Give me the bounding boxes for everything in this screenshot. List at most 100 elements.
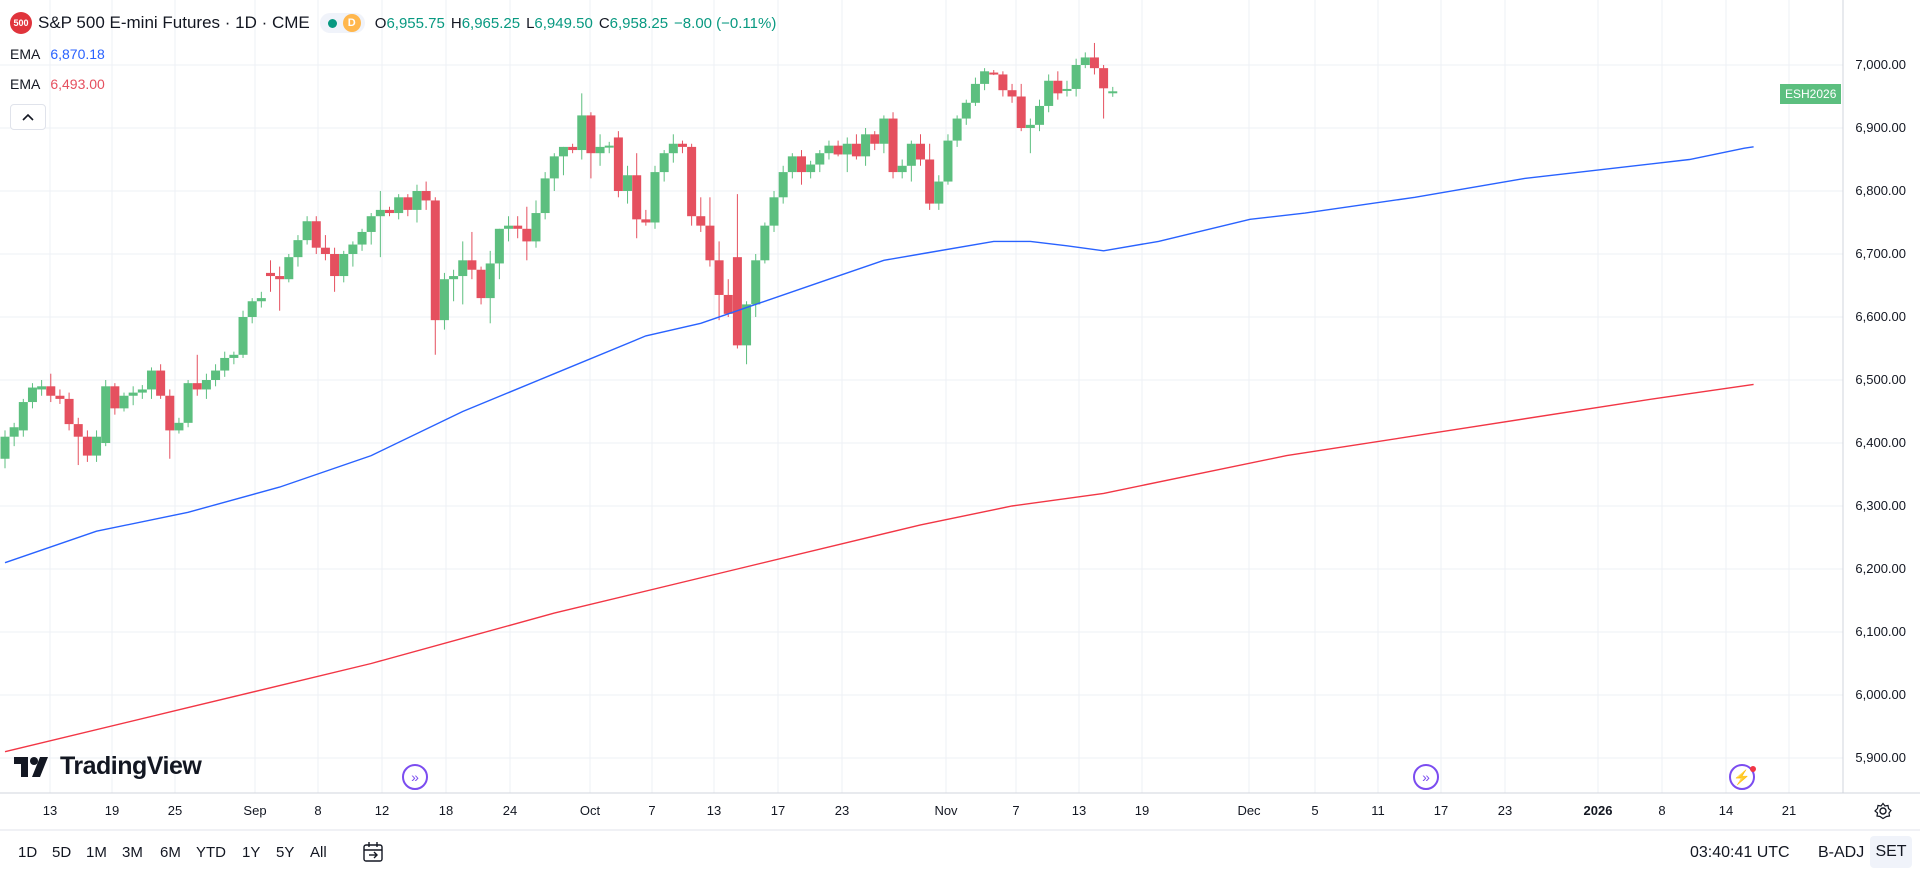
candle-body <box>760 225 770 261</box>
price-axis-label: 6,700.00 <box>1855 246 1906 261</box>
candle-body <box>769 197 779 226</box>
price-axis-label: 6,000.00 <box>1855 687 1906 702</box>
candle-body <box>586 115 596 154</box>
time-axis-label: 8 <box>1658 803 1666 818</box>
price-axis-label: 7,000.00 <box>1855 57 1906 72</box>
candle-body <box>192 383 202 390</box>
price-axis-label: 6,800.00 <box>1855 183 1906 198</box>
candle-body <box>256 298 266 302</box>
calendar-icon[interactable] <box>362 841 384 868</box>
time-axis-label: 17 <box>1433 803 1449 818</box>
ema-fast-line <box>4 146 1754 564</box>
symbol-price-tag: ESH2026 <box>1780 84 1842 104</box>
ohlc-close: C6,958.25 <box>598 14 669 32</box>
candle-body <box>73 424 83 437</box>
back-adjust-toggle[interactable]: B-ADJ <box>1818 844 1865 861</box>
utc-clock[interactable]: 03:40:41 UTC <box>1690 844 1790 861</box>
time-axis-label: 8 <box>314 803 322 818</box>
candle-body <box>961 102 971 119</box>
candle-body <box>558 146 568 157</box>
candle-body <box>27 387 37 403</box>
time-axis-label: 23 <box>834 803 850 818</box>
candle-body <box>824 145 834 154</box>
time-axis-label: 18 <box>438 803 454 818</box>
time-axis-label: 7 <box>1012 803 1020 818</box>
range-button-5y[interactable]: 5Y <box>276 844 295 861</box>
range-button-1d[interactable]: 1D <box>18 844 38 861</box>
candle-body <box>815 153 825 165</box>
candle-body <box>110 386 120 409</box>
market-status-pill[interactable]: D <box>319 13 365 33</box>
range-button-ytd[interactable]: YTD <box>196 844 226 861</box>
time-axis-label: 24 <box>502 803 518 818</box>
candle-body <box>659 153 669 173</box>
price-change: −8.00 (−0.11%) <box>674 14 777 32</box>
ema-slow-label: EMA <box>10 76 41 92</box>
candle-body <box>742 304 752 346</box>
time-axis-label: 23 <box>1497 803 1513 818</box>
tradingview-logo[interactable]: TradingView <box>14 752 202 781</box>
candle-body <box>476 269 486 299</box>
price-axis-label: 6,100.00 <box>1855 624 1906 639</box>
range-button-6m[interactable]: 6M <box>160 844 181 861</box>
ema-slow-legend[interactable]: EMA 6,493.00 <box>10 76 105 92</box>
candle-body <box>668 143 678 154</box>
candle-body <box>330 254 340 277</box>
candle-body <box>485 263 495 299</box>
price-axis-label: 6,300.00 <box>1855 498 1906 513</box>
time-axis-label: 25 <box>167 803 183 818</box>
range-button-all[interactable]: All <box>310 844 327 861</box>
ema-slow-value: 6,493.00 <box>50 76 105 92</box>
candle-body <box>366 216 376 232</box>
candle-body <box>18 402 28 431</box>
candle-body <box>687 146 697 217</box>
candle-body <box>723 294 733 314</box>
time-axis-label: 14 <box>1718 803 1734 818</box>
candle-body <box>128 392 138 396</box>
candle-body <box>174 422 184 431</box>
event-fast-forward-icon[interactable]: » <box>1413 764 1439 790</box>
collapse-legend-button[interactable] <box>10 104 46 130</box>
candle-body <box>787 156 797 173</box>
candle-body <box>851 143 861 157</box>
candle-body <box>1035 105 1045 125</box>
candle-body <box>897 165 907 173</box>
time-axis-label: 11 <box>1371 803 1385 818</box>
candle-body <box>357 231 367 245</box>
candle-body <box>513 225 523 229</box>
ema-fast-legend[interactable]: EMA 6,870.18 <box>10 46 105 62</box>
candle-body <box>577 115 587 151</box>
price-axis-label: 6,400.00 <box>1855 435 1906 450</box>
range-button-1m[interactable]: 1M <box>86 844 107 861</box>
candle-body <box>385 209 395 214</box>
candle-body <box>1080 57 1090 65</box>
candle-body <box>302 221 312 241</box>
candle-body <box>714 260 724 295</box>
candle-body <box>339 254 349 277</box>
candle-body <box>146 370 156 390</box>
session-toggle[interactable]: SET <box>1870 836 1912 868</box>
tradingview-logo-text: TradingView <box>60 752 202 780</box>
candle-body <box>275 276 285 280</box>
axis-settings-gear-icon[interactable] <box>1872 800 1894 822</box>
candle-body <box>421 191 431 201</box>
candle-body <box>568 146 578 151</box>
candle-body <box>732 257 742 346</box>
candle-body <box>989 72 999 75</box>
candle-body <box>439 279 449 321</box>
candle-body <box>861 134 871 157</box>
event-fast-forward-icon[interactable]: » <box>402 764 428 790</box>
symbol-title[interactable]: S&P 500 E-mini Futures · 1D · CME <box>38 13 310 32</box>
candle-body <box>156 370 166 396</box>
range-button-1y[interactable]: 1Y <box>242 844 261 861</box>
notification-dot <box>1750 766 1756 772</box>
range-button-5d[interactable]: 5D <box>52 844 72 861</box>
candle-body <box>1044 80 1054 106</box>
candle-body <box>952 118 962 141</box>
candle-body <box>92 436 102 456</box>
candle-body <box>320 247 330 254</box>
candle-body <box>0 436 10 459</box>
range-button-3m[interactable]: 3M <box>122 844 143 861</box>
candle-body <box>449 276 459 280</box>
